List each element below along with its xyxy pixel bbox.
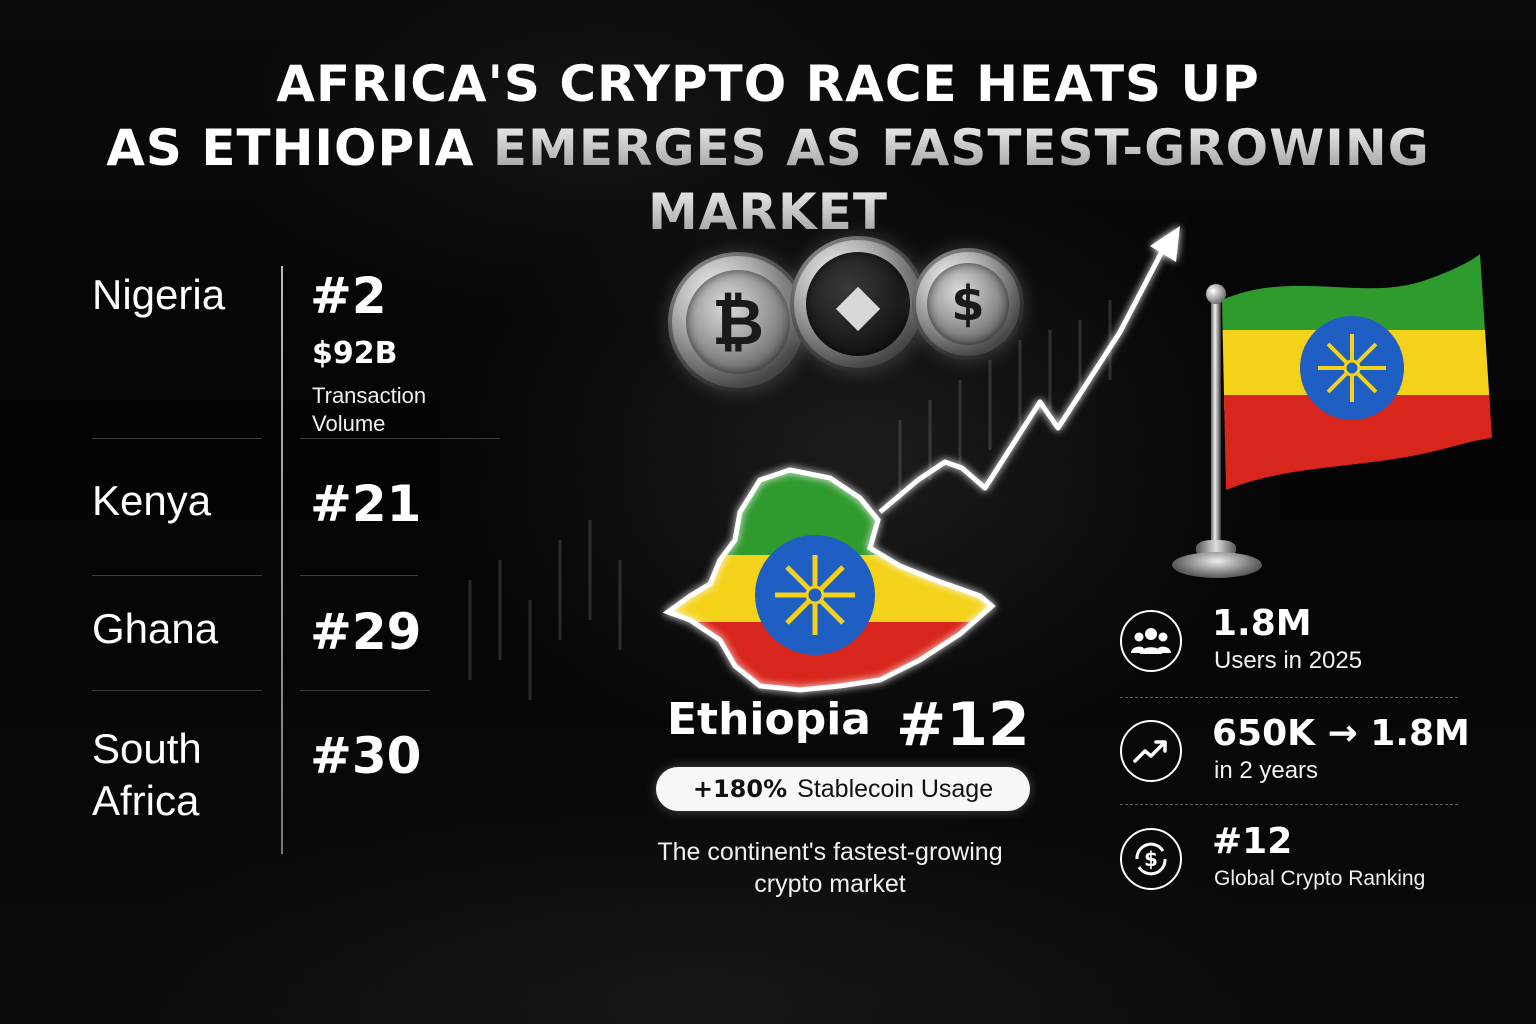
headline-line-2: As Ethiopia Emerges As Fastest-Growing M… [0,116,1536,244]
stat-value: 1.8M [1212,603,1312,644]
headline-line-1: Africa's Crypto Race Heats Up [276,55,1260,113]
country-rank: #29 [310,603,422,661]
country-name-line-2: Africa [92,777,200,824]
country-name: Ghana [92,605,219,652]
stat-users: 1.8M Users in 2025 [1120,603,1460,700]
stablecoin-badge: +180% Stablecoin Usage [656,767,1030,811]
row-divider [92,575,262,576]
country-rank: #2 [310,267,387,325]
country-name-line-1: South [92,725,202,772]
flag-pole-finial [1206,284,1226,304]
stat-label: Users in 2025 [1214,647,1363,674]
bitcoin-icon: ₿ [686,270,790,374]
headline: Africa's Crypto Race Heats Up As Ethiopi… [0,52,1536,244]
stat-divider [1120,804,1458,805]
dollar-coin: $ [912,248,1024,360]
transaction-volume: $92B [312,336,398,371]
flag-pole [1211,292,1221,562]
row-divider [92,438,262,439]
country-name: Kenya [92,477,212,524]
headline-rest: Emerges As Fastest-Growing Market [492,119,1430,241]
stablecoin-label: Stablecoin Usage [797,774,994,803]
ethereum-coin: ◆ [790,236,926,372]
stat-ranking: $ #12 Global Crypto Ranking [1120,821,1460,918]
headline-highlight: As Ethiopia [106,119,475,177]
stablecoin-growth: +180% [692,775,788,803]
dollar-icon: $ [927,263,1009,345]
stat-label: Global Crypto Ranking [1214,867,1426,890]
hero-country: Ethiopia [667,694,871,745]
country-rank: #30 [310,727,422,785]
country-rank: #21 [310,475,422,533]
row-divider [92,690,262,691]
hero-tagline: The continent's fastest-growing crypto m… [657,838,1003,898]
flag-pole-base [1172,552,1262,578]
dollar-coin-icon: $ [1120,828,1182,890]
hero-rank: #12 [896,690,1030,760]
bitcoin-coin: ₿ [668,252,808,392]
stat-divider [1120,697,1458,698]
stat-growth: 650K → 1.8M in 2 years [1120,713,1470,810]
ranking-row-nigeria: Nigeria #2 $92B Transaction Volume [92,268,502,438]
trend-up-icon [1120,720,1182,782]
transaction-volume-label: Transaction Volume [312,383,427,436]
country-name: Nigeria [92,271,226,318]
users-icon [1120,610,1182,672]
stat-value: 650K → 1.8M [1212,713,1470,754]
row-divider [300,575,418,576]
ethereum-icon: ◆ [806,252,910,356]
stat-value: #12 [1212,821,1293,862]
row-divider [300,438,500,439]
svg-text:$: $ [1144,847,1158,871]
stat-label: in 2 years [1214,757,1319,784]
rankings-divider [281,266,283,854]
row-divider [300,690,430,691]
